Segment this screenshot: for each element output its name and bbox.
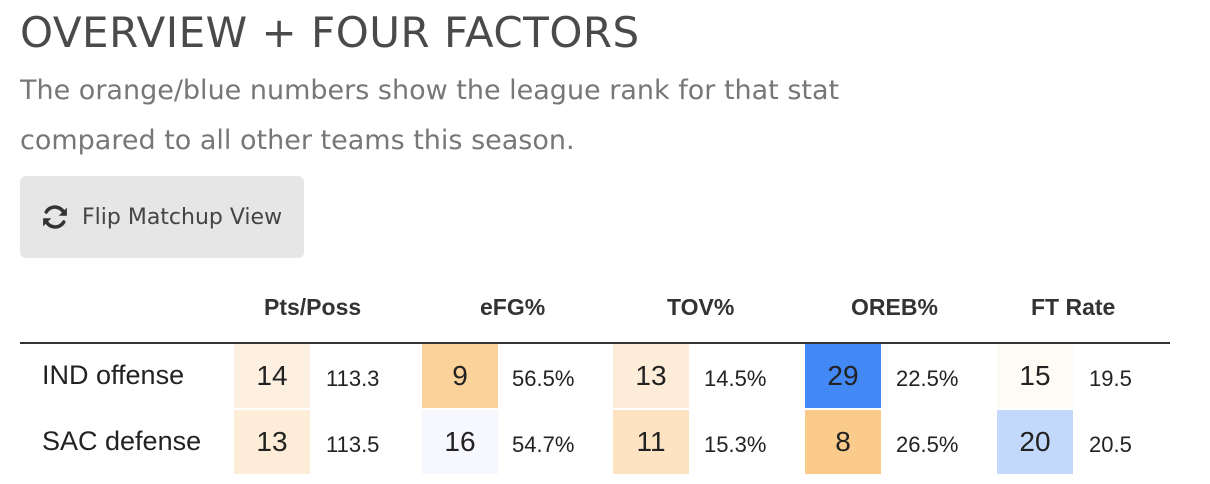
flip-matchup-button[interactable]: Flip Matchup View [20,176,304,258]
rank-badge: 15 [997,344,1073,408]
stat-value: 19.5 [1089,366,1132,391]
rank-badge: 14 [234,344,310,408]
column-header-efg: eFG% [480,294,546,320]
row-team-label: IND offense [42,360,185,390]
column-header-ft-rate: FT Rate [1031,294,1116,320]
flip-matchup-label: Flip Matchup View [82,204,283,230]
rank-badge: 13 [613,344,689,408]
refresh-icon [40,202,70,232]
stat-value: 56.5% [512,366,575,391]
rank-badge: 11 [613,410,689,474]
stat-value: 20.5 [1089,432,1132,457]
column-header-tov: TOV% [667,294,735,320]
stat-value: 26.5% [896,432,959,457]
rank-badge: 8 [805,410,881,474]
rank-badge: 13 [234,410,310,474]
stat-value: 54.7% [512,432,575,457]
stat-value: 113.3 [326,366,380,391]
page-subtitle: The orange/blue numbers show the league … [20,75,840,156]
stat-value: 14.5% [704,366,767,391]
rank-badge: 16 [422,410,498,474]
rank-badge: 20 [997,410,1073,474]
column-header-oreb: OREB% [851,294,938,320]
row-team-label: SAC defense [42,426,202,456]
column-header-pts-poss: Pts/Poss [264,294,362,320]
rank-badge: 9 [422,344,498,408]
page-title: OVERVIEW + FOUR FACTORS [20,8,640,57]
header-divider [20,342,1170,344]
stat-value: 15.3% [704,432,767,457]
stat-value: 113.5 [326,432,380,457]
stat-value: 22.5% [896,366,959,391]
rank-badge: 29 [805,344,881,408]
